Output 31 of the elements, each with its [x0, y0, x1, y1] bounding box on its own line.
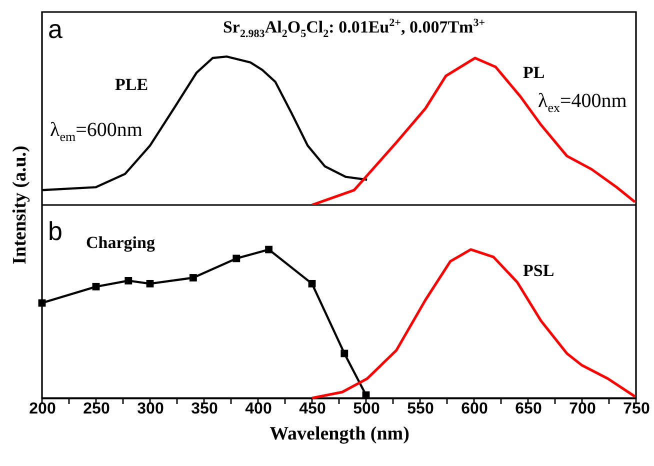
- series-label: Charging: [86, 233, 155, 252]
- text: a: [48, 14, 62, 44]
- x-tick-label: 350: [191, 400, 218, 418]
- x-tick-label: 550: [407, 400, 434, 418]
- x-tick-label: 450: [299, 400, 326, 418]
- point: [308, 280, 316, 288]
- x-tick-label: 600: [461, 400, 488, 418]
- annotation: λ$_{em}$=600nm: [50, 119, 142, 144]
- point: [92, 282, 100, 290]
- annotation: λ$_{ex}$=400nm: [538, 90, 627, 115]
- x-tick-label: 250: [83, 400, 110, 418]
- x-tick-label: 400: [245, 400, 272, 418]
- point: [232, 254, 240, 262]
- x-axis-title: Wavelength (nm): [270, 424, 410, 444]
- text: b: [48, 216, 62, 246]
- series-label: PLE: [115, 75, 148, 94]
- x-tick-label: 750: [623, 400, 650, 418]
- point: [189, 274, 197, 282]
- x-tick-label: 650: [515, 400, 542, 418]
- point: [340, 350, 348, 358]
- x-tick-label: 700: [569, 400, 596, 418]
- x-tick-label: 300: [137, 400, 164, 418]
- x-tick-label: 200: [29, 400, 56, 418]
- chart-title: Sr$_{2.983}$Al$_{2}$O$_{5}$Cl$_{2}$: 0.01Eu$^{2+}$, 0.007Tm$^{3+}$: [222, 17, 486, 40]
- point: [146, 280, 154, 288]
- point: [265, 246, 273, 254]
- y-axis-title: Intensity (a.u.): [10, 146, 30, 264]
- series-label: PSL: [523, 261, 554, 280]
- point: [124, 277, 132, 284]
- series-label: PL: [523, 63, 545, 82]
- x-tick-label: 500: [353, 400, 380, 418]
